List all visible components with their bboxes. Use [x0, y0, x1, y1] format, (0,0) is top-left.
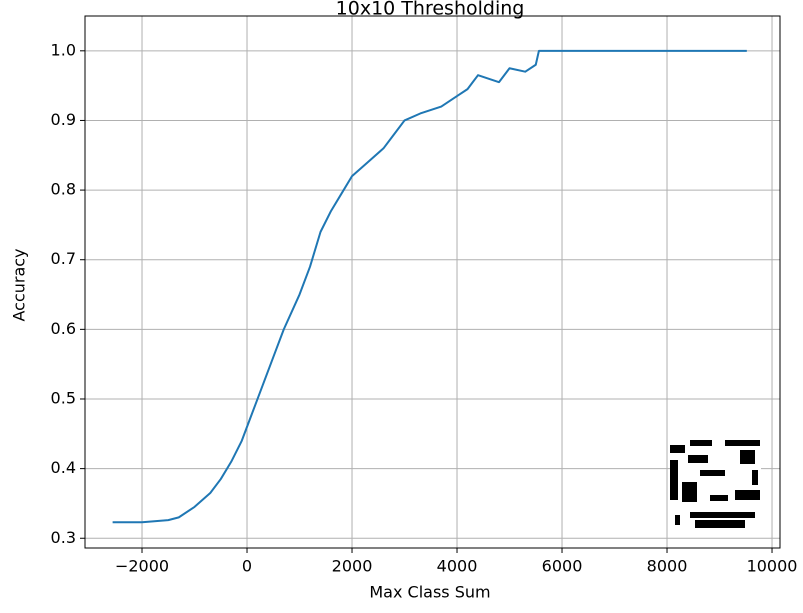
chart-title: 10x10 Thresholding	[336, 0, 525, 20]
y-tick-label: 0.4	[51, 458, 76, 477]
x-tick-label: 6000	[542, 557, 583, 576]
y-axis-label: Accuracy	[10, 248, 29, 321]
y-tick-label: 0.5	[51, 388, 76, 407]
y-tick-label: 0.6	[51, 319, 76, 338]
x-tick-label: 0	[242, 557, 252, 576]
line-series	[112, 49, 747, 524]
y-tick-label: 0.3	[51, 528, 76, 547]
y-tick-label: 0.8	[51, 180, 76, 199]
plot	[112, 49, 747, 524]
x-tick-label: 4000	[437, 557, 478, 576]
grid	[85, 16, 780, 548]
x-axis-label: Max Class Sum	[369, 583, 490, 602]
y-tick-label: 0.9	[51, 110, 76, 129]
y-tick-label: 0.7	[51, 249, 76, 268]
axes-frame	[84, 15, 781, 549]
y-tick-label: 1.0	[51, 40, 76, 59]
x-tick-label: 2000	[332, 557, 373, 576]
x-tick-label: −2000	[115, 557, 169, 576]
x-tick-label: 8000	[647, 557, 688, 576]
x-tick-label: 10000	[747, 557, 798, 576]
inset-image	[670, 440, 761, 528]
